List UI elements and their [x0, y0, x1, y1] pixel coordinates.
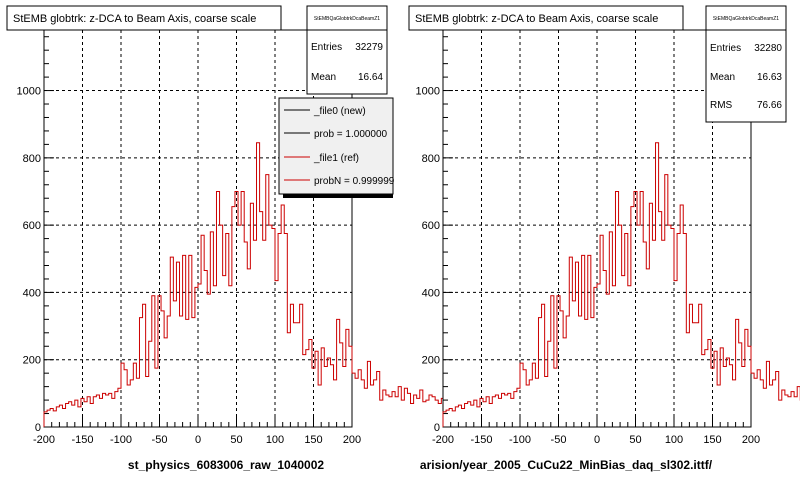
- left-legend: _file0 (new) prob = 1.000000 _file1 (ref…: [278, 97, 395, 198]
- legend-label-file1: _file1 (ref): [313, 153, 359, 164]
- left-y-tick-label: 0: [35, 422, 41, 434]
- right-y-tick-label: 0: [434, 422, 440, 434]
- right-x-axis-label: arision/year_2005_CuCu22_MinBias_daq_sl3…: [420, 458, 713, 472]
- legend-label-probn: probN = 0.999999: [314, 176, 395, 187]
- left-y-tick-label: 400: [23, 287, 41, 299]
- left-x-tick-label: -50: [152, 434, 168, 446]
- right-x-tick-label: 0: [594, 434, 600, 446]
- right-x-tick-label: -100: [509, 434, 531, 446]
- left-x-tick-label: 150: [304, 434, 322, 446]
- left-stats-mean-value: 16.64: [358, 72, 383, 83]
- left-histogram-panel: -200 -150 -100 -50 0 50 100 150 200 0 200 400 600 80…: [6, 5, 639, 472]
- right-x-tick-label: 150: [703, 434, 721, 446]
- right-x-tick-label: 50: [629, 434, 641, 446]
- right-x-tick-label: -150: [470, 434, 492, 446]
- left-x-tick-label: -200: [33, 434, 55, 446]
- right-title: StEMB globtrk: z-DCA to Beam Axis, coars…: [415, 13, 658, 25]
- right-stats-mean-value: 16.63: [757, 72, 782, 83]
- left-x-tick-label: 50: [230, 434, 242, 446]
- right-stats-mean-label: Mean: [710, 72, 735, 83]
- left-x-tick-labels: -200 -150 -100 -50 0 50 100 150 200: [33, 434, 361, 446]
- left-x-axis-label: st_physics_6083006_raw_1040002: [128, 458, 324, 472]
- left-y-tick-label: 200: [23, 355, 41, 367]
- left-stats-entries-value: 32279: [355, 42, 383, 53]
- legend-label-file0: _file0 (new): [313, 106, 366, 117]
- right-y-tick-label: 600: [422, 220, 440, 232]
- right-y-tick-label: 1000: [416, 86, 440, 98]
- right-y-tick-label: 400: [422, 287, 440, 299]
- left-stats-mean-label: Mean: [311, 72, 336, 83]
- legend-label-prob: prob = 1.000000: [314, 129, 388, 140]
- left-stats-box: StEMBQaGlobtrkDcaBeamZ1 Entries 32279 Me…: [306, 5, 388, 95]
- right-histogram-panel: -200 -150 -100 -50 0 50 100 150 200 0 200 400 600 80…: [408, 5, 800, 472]
- right-y-tick-label: 200: [422, 355, 440, 367]
- left-y-tick-labels: 0 200 400 600 800 1000: [17, 86, 41, 434]
- right-histogram-series: [442, 142, 800, 427]
- left-x-tick-label: 0: [195, 434, 201, 446]
- right-stats-rms-label: RMS: [710, 100, 733, 111]
- left-y-tick-label: 600: [23, 220, 41, 232]
- right-y-tick-labels: 0 200 400 600 800 1000: [416, 86, 440, 434]
- left-stats-entries-label: Entries: [311, 42, 342, 53]
- left-y-tick-label: 800: [23, 153, 41, 165]
- left-axis-ticks: [43, 36, 353, 428]
- right-stats-rms-value: 76.66: [757, 100, 782, 111]
- left-x-tick-label: 200: [343, 434, 361, 446]
- left-x-tick-label: -100: [110, 434, 132, 446]
- right-title-box: [408, 5, 684, 31]
- left-x-tick-label: 100: [266, 434, 284, 446]
- right-y-tick-label: 800: [422, 153, 440, 165]
- right-stats-name: StEMBQaGlobtrkDcaBeamZ1: [713, 16, 779, 22]
- right-x-tick-label: 200: [742, 434, 760, 446]
- left-y-tick-label: 1000: [17, 86, 41, 98]
- left-x-tick-label: -150: [71, 434, 93, 446]
- right-stats-entries-label: Entries: [710, 43, 741, 54]
- left-title-box: [6, 5, 282, 31]
- right-stats-box: StEMBQaGlobtrkDcaBeamZ1 Entries 32280 Me…: [705, 5, 787, 123]
- right-x-tick-label: 100: [665, 434, 683, 446]
- left-stats-name: StEMBQaGlobtrkDcaBeamZ1: [314, 16, 380, 22]
- right-x-tick-labels: -200 -150 -100 -50 0 50 100 150 200: [432, 434, 760, 446]
- right-x-tick-label: -50: [551, 434, 567, 446]
- right-x-tick-label: -200: [432, 434, 454, 446]
- right-stats-entries-value: 32280: [754, 43, 782, 54]
- left-title: StEMB globtrk: z-DCA to Beam Axis, coars…: [13, 13, 256, 25]
